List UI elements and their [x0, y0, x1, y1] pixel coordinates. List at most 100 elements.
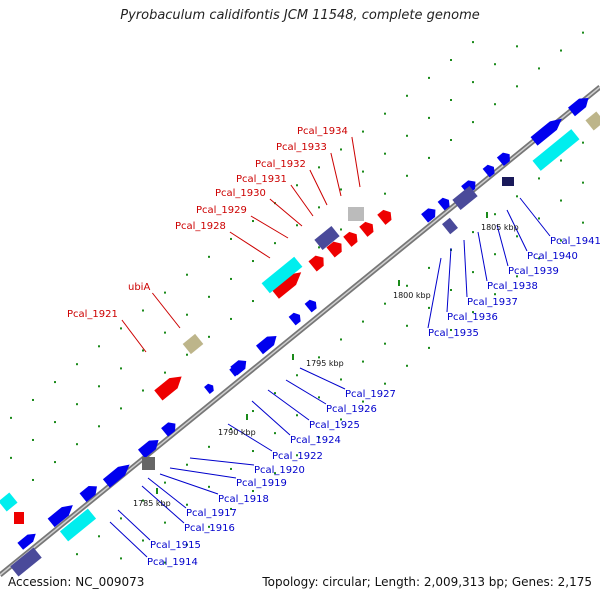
highlighted-gene-shape	[326, 241, 342, 258]
label-connector	[229, 231, 271, 259]
scale-dot	[428, 116, 430, 119]
scale-dot	[384, 152, 386, 155]
scale-dot	[164, 291, 166, 294]
scale-dot	[340, 188, 342, 191]
highlighted-gene-shape	[343, 231, 358, 247]
scale-dot	[450, 289, 452, 291]
scale-dot	[230, 467, 232, 470]
gene-label-pcal-1929: Pcal_1929	[196, 205, 247, 216]
scale-dot	[318, 206, 320, 209]
scale-dots	[10, 31, 584, 564]
gene-label-pcal-1938: Pcal_1938	[487, 281, 538, 292]
forward-gene	[17, 533, 36, 550]
scale-dot	[428, 306, 430, 309]
forward-gene	[482, 164, 495, 178]
scale-dot	[406, 174, 408, 177]
scale-dot	[252, 220, 254, 223]
scale-dot	[450, 59, 452, 61]
scale-dot	[10, 416, 12, 419]
scale-dot	[318, 436, 320, 439]
scale-dot	[274, 242, 276, 245]
label-connector	[351, 136, 361, 188]
forward-gene	[496, 152, 510, 167]
scale-dot	[252, 260, 254, 263]
forward-gene	[102, 464, 130, 488]
forward-gene	[288, 312, 301, 326]
scale-dot	[296, 454, 298, 457]
slate-gene-shape	[442, 217, 458, 235]
kbp-tick-label: 1785 kbp	[133, 499, 171, 508]
light-grey-gene	[348, 207, 364, 221]
label-connector	[147, 477, 187, 509]
scale-dot	[76, 553, 78, 556]
gene-label-pcal-1918: Pcal_1918	[218, 494, 269, 505]
scale-dot	[450, 139, 452, 141]
scale-dot	[450, 99, 452, 101]
scale-dot	[406, 284, 408, 287]
scale-dot	[208, 445, 210, 448]
highlighted-gene-shape	[154, 376, 182, 401]
label-connectors	[109, 136, 551, 558]
scale-dot	[560, 49, 562, 52]
scale-dot	[274, 392, 276, 395]
label-connector	[267, 389, 310, 421]
gene-label-pcal-1931: Pcal_1931	[236, 174, 287, 185]
scale-dot	[120, 367, 122, 370]
scale-dot	[98, 425, 100, 428]
scale-dot	[230, 507, 232, 510]
label-connector	[169, 467, 237, 479]
forward-gene-shape	[102, 464, 130, 488]
forward-gene	[437, 197, 450, 211]
highlighted-gene-shape	[359, 221, 374, 237]
scale-dot	[54, 421, 56, 424]
scale-dot	[120, 407, 122, 410]
scale-dot	[318, 356, 320, 359]
kbp-tick-mark	[156, 488, 158, 494]
forward-gene-shape	[421, 208, 436, 223]
scale-dot	[296, 374, 298, 377]
forward-gene-shape	[161, 422, 176, 437]
scale-dot	[472, 41, 474, 44]
scale-dot	[472, 271, 474, 274]
scale-dot	[186, 463, 188, 466]
scale-dot	[340, 378, 342, 381]
scale-dot	[516, 45, 518, 48]
scale-dot	[384, 192, 386, 195]
gene-label-pcal-1924: Pcal_1924	[290, 435, 341, 446]
genome-summary-text: Topology: circular; Length: 2,009,313 bp…	[262, 575, 592, 589]
cyan-gene-shape	[532, 129, 580, 171]
forward-gene-shape	[437, 197, 450, 211]
scale-dot	[208, 525, 210, 528]
kbp-tick-mark	[292, 354, 294, 360]
kbp-tick-label: 1795 kbp	[306, 359, 344, 368]
label-connector	[159, 473, 219, 495]
highlighted-gene	[326, 241, 342, 258]
scale-dot	[230, 277, 232, 280]
scale-dot	[142, 309, 144, 312]
forward-gene-shape	[496, 152, 510, 167]
scale-dot	[230, 237, 232, 240]
khaki-gene-shape	[585, 111, 600, 131]
highlighted-gene	[359, 221, 374, 237]
scale-dot	[120, 327, 122, 330]
scale-dot	[186, 353, 188, 356]
highlighted-gene	[154, 376, 182, 401]
forward-gene-shape	[255, 336, 277, 355]
scale-dot	[186, 543, 188, 546]
label-connector	[152, 292, 181, 329]
scale-dot	[494, 103, 496, 106]
scale-dot	[296, 184, 298, 187]
slate-gene	[314, 226, 340, 250]
grey-gene	[142, 457, 155, 470]
scale-dot	[516, 85, 518, 88]
gene-label-pcal-1940: Pcal_1940	[527, 251, 578, 262]
scale-dot	[560, 199, 562, 202]
cyan-gene-shape	[261, 256, 303, 294]
scale-dot	[362, 360, 364, 363]
kbp-tick-label: 1790 kbp	[218, 428, 256, 437]
forward-gene-shape	[530, 118, 562, 146]
label-connector	[117, 509, 151, 541]
scale-dot	[494, 213, 496, 216]
forward-gene	[79, 486, 97, 502]
